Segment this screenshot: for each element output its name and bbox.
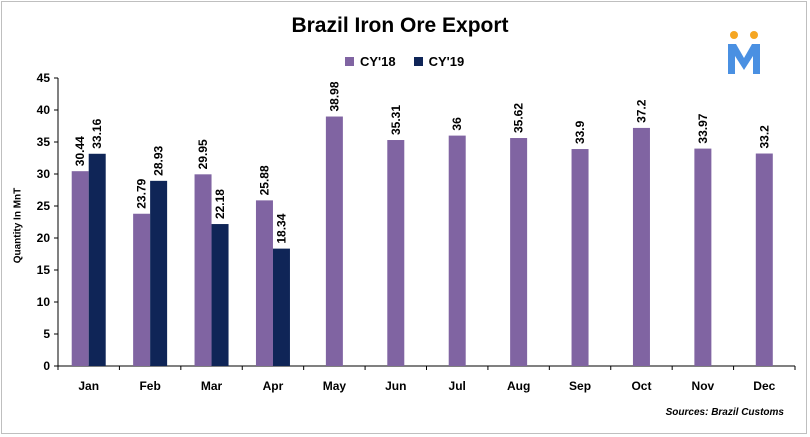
legend-label-cy19: CY'19 bbox=[428, 54, 465, 69]
legend-label-cy18: CY'18 bbox=[360, 54, 396, 69]
data-label-cy18-oct: 37.2 bbox=[634, 99, 648, 123]
y-tick-label: 20 bbox=[37, 231, 51, 245]
legend-item-cy18: CY'18 bbox=[345, 54, 396, 69]
data-label-cy19-jan: 33.16 bbox=[90, 118, 104, 148]
x-tick-label-may: May bbox=[323, 379, 347, 393]
bar-cy19-jan bbox=[88, 153, 106, 366]
chart-title: Brazil Iron Ore Export bbox=[291, 14, 509, 37]
x-tick-label-apr: Apr bbox=[263, 379, 284, 393]
x-tick-label-oct: Oct bbox=[631, 379, 651, 393]
data-label-cy19-feb: 28.93 bbox=[152, 145, 166, 175]
y-tick-label: 0 bbox=[43, 359, 50, 373]
data-label-cy18-jan: 30.44 bbox=[73, 136, 87, 166]
y-tick-label: 10 bbox=[37, 295, 51, 309]
bar-cy18-aug bbox=[510, 138, 528, 366]
data-label-cy18-nov: 33.97 bbox=[696, 113, 710, 143]
data-label-cy18-aug: 35.62 bbox=[512, 103, 526, 133]
bar-cy18-jul bbox=[448, 135, 466, 366]
x-tick-label-aug: Aug bbox=[507, 379, 530, 393]
bar-cy18-may bbox=[325, 116, 343, 366]
x-tick-label-jun: Jun bbox=[385, 379, 406, 393]
data-label-cy18-may: 38.98 bbox=[327, 81, 341, 111]
bar-cy19-mar bbox=[211, 224, 229, 366]
x-tick-label-nov: Nov bbox=[692, 379, 715, 393]
data-label-cy19-apr: 18.34 bbox=[274, 213, 288, 243]
legend-item-cy19: CY'19 bbox=[413, 54, 465, 69]
y-tick-label: 40 bbox=[37, 103, 51, 117]
legend-swatch-cy18 bbox=[345, 57, 354, 66]
x-tick-label-jan: Jan bbox=[78, 379, 99, 393]
bar-cy18-apr bbox=[255, 200, 273, 366]
x-tick-label-mar: Mar bbox=[201, 379, 223, 393]
x-tick-label-sep: Sep bbox=[569, 379, 591, 393]
data-label-cy18-jun: 35.31 bbox=[389, 105, 403, 135]
bar-cy18-jun bbox=[387, 140, 405, 366]
data-label-cy18-feb: 23.79 bbox=[135, 178, 149, 208]
bar-cy18-oct bbox=[632, 127, 650, 366]
x-tick-label-dec: Dec bbox=[753, 379, 775, 393]
bar-cy18-sep bbox=[571, 149, 589, 366]
y-tick-label: 30 bbox=[37, 167, 51, 181]
m-logo-icon bbox=[728, 31, 760, 74]
bar-cy18-jan bbox=[71, 171, 89, 366]
data-label-cy18-mar: 29.95 bbox=[196, 139, 210, 169]
legend-swatch-cy19 bbox=[413, 57, 423, 66]
data-label-cy18-jul: 36 bbox=[450, 117, 464, 131]
bar-cy18-dec bbox=[755, 153, 773, 366]
y-tick-label: 5 bbox=[43, 327, 50, 341]
y-tick-label: 25 bbox=[37, 199, 51, 213]
bar-cy19-feb bbox=[150, 180, 168, 366]
y-tick-label: 35 bbox=[37, 135, 51, 149]
y-tick-label: 45 bbox=[37, 71, 51, 85]
data-label-cy18-apr: 25.88 bbox=[257, 165, 271, 195]
data-label-cy19-mar: 22.18 bbox=[213, 189, 227, 219]
y-tick-label: 15 bbox=[37, 263, 51, 277]
source-note: Sources: Brazil Customs bbox=[665, 407, 784, 418]
data-label-cy18-dec: 33.2 bbox=[757, 125, 771, 149]
bar-cy18-nov bbox=[694, 148, 712, 366]
bar-cy18-mar bbox=[194, 174, 212, 366]
bar-cy19-apr bbox=[272, 248, 290, 366]
chart-legend: CY'18 CY'19 bbox=[345, 54, 482, 69]
bar-cy18-feb bbox=[133, 213, 151, 366]
x-tick-label-feb: Feb bbox=[139, 379, 160, 393]
data-label-cy18-sep: 33.9 bbox=[573, 120, 587, 144]
x-tick-label-jul: Jul bbox=[449, 379, 466, 393]
